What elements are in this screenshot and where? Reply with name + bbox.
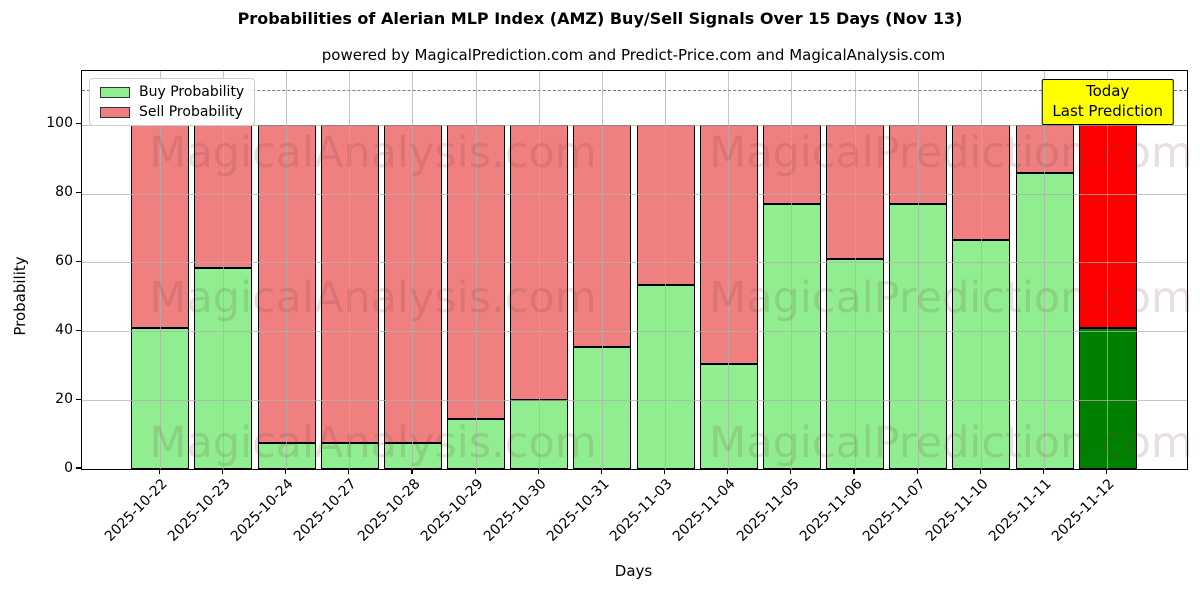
x-tick-text: 2025-11-05 [733, 476, 803, 545]
y-tick-label: 80 [55, 184, 73, 201]
x-gridline [917, 71, 919, 469]
y-tick-label: 0 [64, 459, 73, 476]
y-gridline [82, 124, 1187, 126]
x-tick-mark [285, 469, 287, 474]
today-annotation-line2: Last Prediction [1052, 101, 1163, 120]
y-tick-label: 60 [55, 252, 73, 269]
x-tick-mark [158, 469, 160, 474]
x-tick-text: 2025-11-12 [1049, 476, 1119, 545]
x-gridline [728, 71, 730, 469]
x-gridline [159, 71, 161, 469]
x-gridline [854, 71, 856, 469]
watermark-text: MagicalAnalysis.com [149, 273, 597, 323]
x-gridline [349, 71, 351, 469]
y-tick-mark [76, 398, 81, 400]
x-axis-label: Days [614, 562, 653, 580]
x-tick-mark [979, 469, 981, 474]
x-tick-text: 2025-11-10 [922, 476, 992, 545]
legend-item-sell: Sell Probability [100, 104, 244, 120]
legend-label-sell: Sell Probability [139, 104, 243, 120]
x-tick-text: 2025-11-11 [985, 476, 1055, 545]
x-tick-text: 2025-10-23 [164, 476, 234, 545]
x-gridline [601, 71, 603, 469]
y-tick-label: 100 [46, 115, 73, 132]
x-tick-mark [474, 469, 476, 474]
today-annotation-line1: Today [1085, 82, 1130, 100]
x-tick-text: 2025-10-31 [543, 476, 613, 545]
x-tick-text: 2025-10-22 [101, 476, 171, 545]
x-gridline [791, 71, 793, 469]
x-tick-mark [916, 469, 918, 474]
y-tick-mark [76, 192, 81, 194]
y-tick-label: 20 [55, 390, 73, 407]
watermark-text: MagicalAnalysis.com [149, 128, 597, 178]
x-tick-text: 2025-11-07 [859, 476, 929, 545]
legend: Buy Probability Sell Probability [89, 78, 256, 126]
y-tick-label: 40 [55, 321, 73, 338]
x-gridline [1107, 71, 1109, 469]
legend-label-buy: Buy Probability [139, 84, 245, 100]
y-tick-mark [76, 467, 81, 469]
x-gridline [222, 71, 224, 469]
x-gridline [475, 71, 477, 469]
x-gridline [665, 71, 667, 469]
x-tick-text: 2025-10-28 [354, 476, 424, 545]
x-tick-mark [348, 469, 350, 474]
chart-title: Probabilities of Alerian MLP Index (AMZ)… [237, 9, 963, 28]
y-gridline [82, 400, 1187, 402]
y-gridline [82, 262, 1187, 264]
x-gridline [1044, 71, 1046, 469]
x-tick-text: 2025-10-30 [480, 476, 550, 545]
y-tick-mark [76, 329, 81, 331]
x-gridline [980, 71, 982, 469]
x-tick-text: 2025-11-06 [796, 476, 866, 545]
y-tick-mark [76, 123, 81, 125]
x-tick-text: 2025-11-03 [607, 476, 676, 545]
watermark-text: MagicalAnalysis.com [149, 418, 597, 468]
x-tick-mark [221, 469, 224, 474]
x-gridline [286, 71, 288, 469]
x-tick-mark [790, 469, 792, 474]
x-gridline [538, 71, 540, 469]
x-tick-mark [853, 469, 855, 474]
x-tick-text: 2025-11-04 [670, 476, 740, 545]
x-tick-mark [1042, 469, 1045, 474]
x-tick-mark [411, 469, 413, 474]
watermark-text: MagicalPrediction.com [709, 418, 1193, 468]
legend-swatch-sell-icon [100, 106, 130, 118]
x-tick-mark [537, 469, 539, 474]
today-annotation: Today Last Prediction [1041, 79, 1174, 125]
x-tick-mark [600, 469, 602, 474]
x-tick-mark [663, 469, 666, 474]
x-tick-text: 2025-10-29 [417, 476, 487, 545]
x-tick-text: 2025-10-24 [228, 476, 297, 545]
plot-area: Buy Probability Sell Probability Today L… [81, 70, 1193, 470]
chart-subtitle: powered by MagicalPrediction.com and Pre… [321, 46, 946, 64]
x-gridline [412, 71, 414, 469]
legend-swatch-buy-icon [100, 86, 130, 98]
y-tick-mark [76, 260, 81, 263]
x-tick-mark [727, 469, 729, 474]
watermark-text: MagicalPrediction.com [709, 128, 1193, 178]
threshold-dashed-line [82, 90, 1187, 92]
x-tick-mark [1106, 469, 1108, 474]
x-tick-text: 2025-10-27 [291, 476, 361, 545]
watermark-text: MagicalPrediction.com [709, 273, 1193, 323]
y-gridline [82, 331, 1187, 333]
legend-item-buy: Buy Probability [100, 84, 244, 100]
y-gridline [82, 193, 1187, 195]
